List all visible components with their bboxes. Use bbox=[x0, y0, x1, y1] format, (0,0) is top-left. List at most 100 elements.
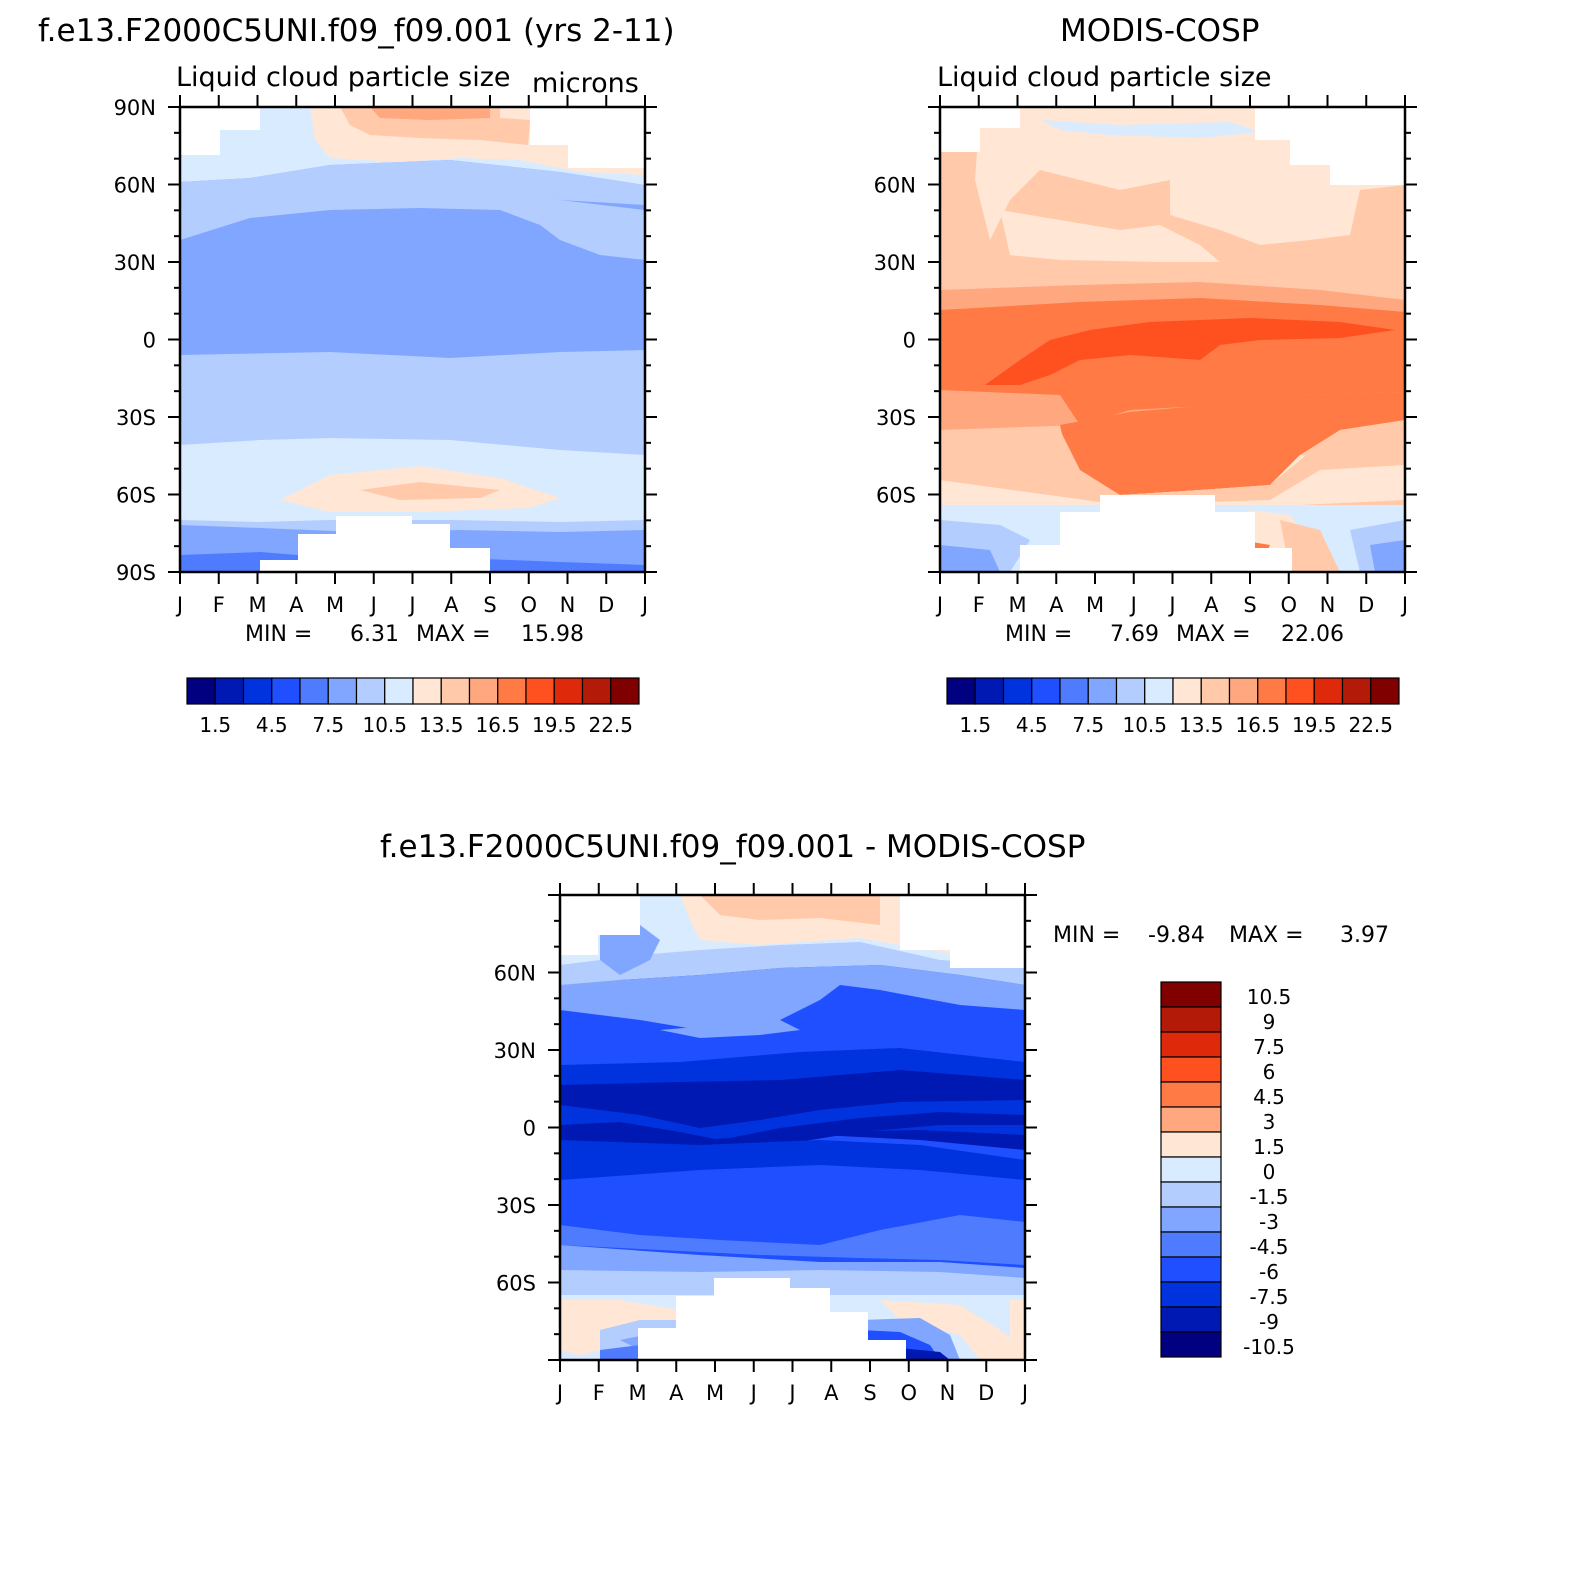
panel-diff-colorbar: 10.597.564.531.50-1.5-3-4.5-6-7.5-9-10.5 bbox=[1160, 981, 1295, 1359]
y-tick-label: 30N bbox=[494, 1039, 536, 1063]
y-tick-label: 90S bbox=[116, 561, 156, 585]
x-tick-label: S bbox=[1243, 593, 1256, 617]
colorbar-label: 4.5 bbox=[1253, 1085, 1285, 1109]
x-tick-label: J bbox=[1400, 593, 1408, 617]
colorbar-swatch bbox=[1059, 677, 1089, 705]
colorbar-swatch bbox=[1087, 677, 1118, 705]
colorbar-swatch bbox=[1160, 1106, 1222, 1133]
colorbar-label: 19.5 bbox=[1292, 713, 1337, 737]
panel-model-title: f.e13.F2000C5UNI.f09_f09.001 (yrs 2-11) bbox=[38, 13, 675, 49]
colorbar-label: -3 bbox=[1259, 1210, 1279, 1234]
y-tick-label: 90N bbox=[114, 96, 156, 120]
panel-model-max-label: MAX = bbox=[416, 622, 491, 647]
x-tick-label: D bbox=[1358, 593, 1374, 617]
colorbar-label: 19.5 bbox=[532, 713, 577, 737]
y-tick-label: 30S bbox=[496, 1194, 536, 1218]
x-tick-label: A bbox=[669, 1381, 684, 1405]
colorbar-swatch bbox=[327, 677, 358, 705]
colorbar-swatch bbox=[974, 677, 1005, 705]
colorbar-swatch bbox=[1115, 677, 1146, 705]
colorbar-swatch bbox=[186, 677, 216, 705]
colorbar-swatch bbox=[384, 677, 414, 705]
colorbar-swatch bbox=[1160, 1281, 1222, 1308]
colorbar-swatch bbox=[1257, 677, 1287, 705]
colorbar-swatch bbox=[1370, 677, 1400, 705]
panel-model-colorbar: 1.5 4.5 7.5 10.5 13.5 16.5 19.5 22.5 bbox=[186, 677, 640, 737]
colorbar-label: 1.5 bbox=[1253, 1135, 1285, 1159]
x-tick-label: M bbox=[1086, 593, 1104, 617]
colorbar-swatch bbox=[1341, 677, 1372, 705]
colorbar-swatch bbox=[1160, 1031, 1222, 1058]
colorbar-swatch bbox=[1160, 1156, 1222, 1183]
x-tick-label: J bbox=[935, 593, 943, 617]
colorbar-swatch bbox=[271, 677, 301, 705]
x-tick-label: A bbox=[444, 593, 459, 617]
panel-model-min-value: 6.31 bbox=[350, 622, 399, 647]
y-tick-label: 60N bbox=[494, 962, 536, 986]
x-tick-label: A bbox=[824, 1381, 839, 1405]
colorbar-label: 1.5 bbox=[199, 713, 231, 737]
x-tick-label: S bbox=[483, 593, 496, 617]
y-tick-label: 60N bbox=[114, 174, 156, 198]
colorbar-swatch bbox=[299, 677, 329, 705]
colorbar-label: 13.5 bbox=[1179, 713, 1224, 737]
x-tick-label: J bbox=[175, 593, 183, 617]
colorbar-swatch bbox=[1031, 677, 1061, 705]
x-tick-label: A bbox=[289, 593, 304, 617]
y-tick-label: 30N bbox=[874, 251, 916, 275]
panel-diff-max-label: MAX = bbox=[1229, 923, 1304, 948]
x-tick-label: A bbox=[1204, 593, 1219, 617]
x-tick-label: J bbox=[407, 593, 415, 617]
colorbar-label: -4.5 bbox=[1249, 1235, 1288, 1259]
colorbar-swatch bbox=[1144, 677, 1174, 705]
colorbar-label: 1.5 bbox=[959, 713, 991, 737]
colorbar-swatch bbox=[610, 677, 640, 705]
colorbar-swatch bbox=[1160, 981, 1222, 1008]
panel-obs-min-label: MIN = bbox=[1005, 622, 1072, 647]
colorbar-label: 16.5 bbox=[1235, 713, 1280, 737]
panel-obs-field bbox=[940, 107, 1405, 572]
colorbar-swatch bbox=[1313, 677, 1344, 705]
panel-model-max-value: 15.98 bbox=[521, 622, 584, 647]
y-tick-label: 30N bbox=[114, 251, 156, 275]
colorbar-label: -1.5 bbox=[1249, 1185, 1288, 1209]
x-tick-label: O bbox=[520, 593, 537, 617]
panel-model: f.e13.F2000C5UNI.f09_f09.001 (yrs 2-11) … bbox=[38, 13, 675, 737]
colorbar-label: 7.5 bbox=[312, 713, 344, 737]
y-tick-label: 60S bbox=[116, 484, 156, 508]
colorbar-label: 7.5 bbox=[1253, 1035, 1285, 1059]
x-tick-label: J bbox=[1167, 593, 1175, 617]
x-tick-label: F bbox=[973, 593, 985, 617]
x-tick-label: F bbox=[213, 593, 225, 617]
panel-obs-max-label: MAX = bbox=[1176, 622, 1251, 647]
colorbar-label: -7.5 bbox=[1249, 1285, 1288, 1309]
colorbar-label: -9 bbox=[1259, 1310, 1279, 1334]
colorbar-label: 22.5 bbox=[588, 713, 633, 737]
colorbar-swatch bbox=[1160, 1206, 1222, 1233]
x-tick-label: S bbox=[863, 1381, 876, 1405]
x-tick-label: O bbox=[900, 1381, 917, 1405]
y-tick-label: 60S bbox=[496, 1272, 536, 1296]
x-tick-label: J bbox=[640, 593, 648, 617]
panel-diff-max-value: 3.97 bbox=[1340, 923, 1389, 948]
colorbar-swatch bbox=[440, 677, 471, 705]
x-tick-label: M bbox=[706, 1381, 724, 1405]
colorbar-swatch bbox=[1160, 1181, 1222, 1208]
x-tick-label: O bbox=[1280, 593, 1297, 617]
x-tick-label: D bbox=[978, 1381, 994, 1405]
colorbar-label: 4.5 bbox=[1016, 713, 1048, 737]
colorbar-swatch bbox=[1160, 1131, 1222, 1158]
colorbar-label: 10.5 bbox=[1122, 713, 1167, 737]
colorbar-swatch bbox=[1160, 1331, 1222, 1358]
x-tick-label: M bbox=[628, 1381, 646, 1405]
colorbar-label: 4.5 bbox=[256, 713, 288, 737]
colorbar-swatch bbox=[1200, 677, 1231, 705]
panel-diff-title: f.e13.F2000C5UNI.f09_f09.001 - MODIS-COS… bbox=[380, 829, 1085, 865]
colorbar-swatch bbox=[553, 677, 584, 705]
colorbar-swatch bbox=[412, 677, 442, 705]
y-tick-label: 0 bbox=[903, 329, 916, 353]
panel-obs-max-value: 22.06 bbox=[1281, 622, 1344, 647]
colorbar-label: 10.5 bbox=[1247, 985, 1292, 1009]
